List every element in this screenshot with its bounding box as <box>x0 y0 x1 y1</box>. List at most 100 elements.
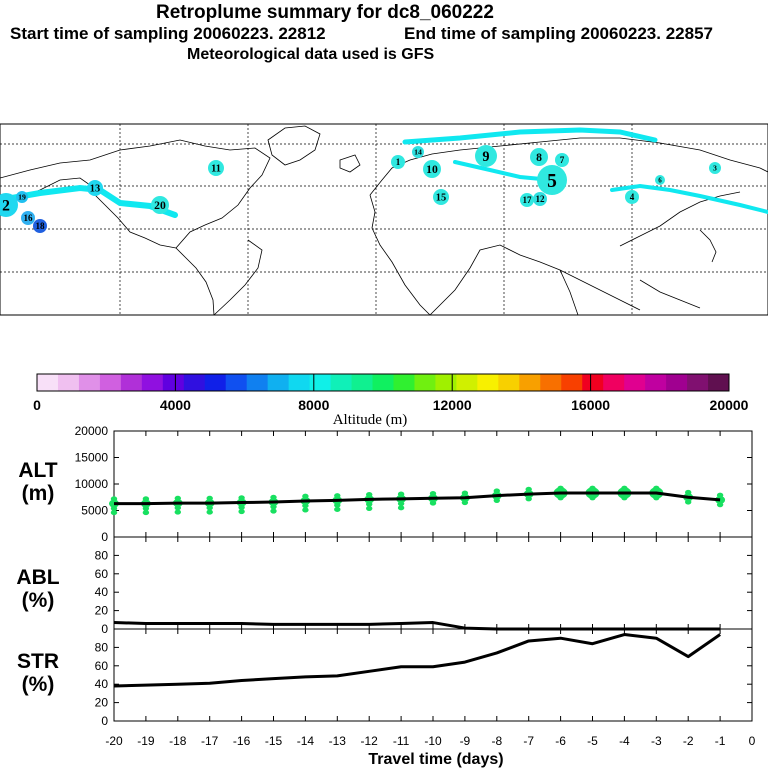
colorbar-frame <box>36 373 730 392</box>
colorbar-tick-label: 8000 <box>298 397 329 413</box>
altitude-dot <box>525 486 532 492</box>
x-tick-label: -14 <box>297 734 315 748</box>
colorbar-cell <box>288 374 311 391</box>
altitude-dot <box>206 505 213 511</box>
map-marker <box>555 153 569 167</box>
y-tick-label: 40 <box>95 585 109 599</box>
altitude-dot <box>397 491 405 497</box>
map-marker <box>709 162 721 174</box>
altitude-dot <box>366 492 373 498</box>
altitude-dot <box>238 509 245 515</box>
map-marker <box>391 155 405 169</box>
colorbar-cell <box>498 374 520 391</box>
colorbar-cell <box>351 374 374 391</box>
panel-alt: 0 5000 10000 15000 20000 <box>75 424 753 544</box>
map-marker-label: 5 <box>547 171 557 192</box>
x-tick-label: -20 <box>105 734 123 748</box>
colorbar-cell <box>687 374 709 391</box>
altitude-dot <box>110 505 118 511</box>
x-tick-label: -12 <box>361 734 379 748</box>
colorbar-tick-label: 16000 <box>571 397 610 413</box>
colorbar-cell <box>414 374 436 391</box>
map-marker-label: 18 <box>35 221 45 231</box>
map-marker <box>16 191 28 203</box>
map-marker-label: 12 <box>535 194 545 204</box>
map-marker-label: 9 <box>482 149 489 165</box>
colorbar-cell <box>645 374 667 391</box>
colorbar-cell <box>99 374 122 391</box>
x-tick-label: -10 <box>424 734 442 748</box>
altitude-dot <box>653 495 660 501</box>
altitude-dot <box>270 508 277 514</box>
colorbar-cell <box>37 374 59 391</box>
altitude-dot <box>366 505 373 511</box>
plot-frame <box>113 430 753 722</box>
x-tick-label: -9 <box>460 734 471 748</box>
map-marker-label: 3 <box>713 164 717 173</box>
x-tick-label: -2 <box>683 734 694 748</box>
altitude-dot <box>270 504 277 510</box>
y-tick-label: 0 <box>101 714 108 728</box>
y-tick-label: 80 <box>95 640 109 654</box>
x-tick-label: -8 <box>491 734 502 748</box>
x-tick-label: -13 <box>329 734 347 748</box>
altitude-dot <box>716 502 724 508</box>
y-tick-label: 80 <box>95 548 109 562</box>
colorbar-cell <box>519 374 541 391</box>
map-marker <box>475 145 497 167</box>
altitude-dot <box>238 504 245 510</box>
map-marker-label: 7 <box>560 155 565 165</box>
altitude-dot <box>302 493 309 499</box>
map-marker <box>87 180 103 196</box>
colorbar-cell <box>162 374 185 391</box>
colorbar-tick-label: 20000 <box>710 397 749 413</box>
altitude-dot <box>110 496 118 502</box>
colorbar-cell <box>225 374 248 391</box>
start-time-label: Start time of sampling 20060223. 22812 <box>10 24 326 43</box>
y-tick-label: 10000 <box>75 477 109 491</box>
colorbar-cell <box>561 374 583 391</box>
x-tick-label: -19 <box>137 734 155 748</box>
altitude-colorbar: 0 4000 8000 12000 16000 20000 Altitude (m) <box>33 373 749 428</box>
colorbar-cell <box>456 374 478 391</box>
map-marker-label: 4 <box>630 192 635 202</box>
altitude-dot <box>334 506 341 512</box>
sampling-times: Start time of sampling 20060223. 22812 E… <box>10 24 768 44</box>
altitude-dot <box>174 509 181 515</box>
y-tick-label: 15000 <box>75 451 109 465</box>
altitude-dot <box>621 485 628 491</box>
map-marker-label: 20 <box>154 199 166 212</box>
map-frame <box>0 123 768 316</box>
x-tick-label: -11 <box>393 734 410 748</box>
altitude-dot <box>493 497 500 503</box>
map-marker <box>625 190 639 204</box>
map-marker <box>655 175 665 185</box>
altitude-dot <box>461 490 469 496</box>
colorbar-cell <box>267 374 290 391</box>
map-marker <box>151 196 169 214</box>
altitude-dot <box>142 505 150 511</box>
panel-str: 0 20 40 60 80 <box>95 629 753 728</box>
abl-panel-name: ABL <box>16 566 59 589</box>
y-tick-label: 40 <box>95 677 109 691</box>
trajectory-map: 2 19 13 16 20 11 57 9 14 12 3 4 6 8 10 17 15 18 1 <box>0 123 768 316</box>
altitude-dot <box>174 495 181 501</box>
colorbar-cell <box>57 374 80 391</box>
map-marker <box>412 146 424 158</box>
colorbar-cell <box>666 374 688 391</box>
altitude-dot <box>429 490 437 497</box>
altitude-dot <box>397 505 405 511</box>
map-marker-label: 19 <box>18 193 26 202</box>
y-tick-label: 0 <box>101 530 108 544</box>
map-marker <box>423 160 441 178</box>
colorbar-cell <box>624 374 646 391</box>
alt-panel-unit: (m) <box>22 482 55 505</box>
map-marker-label: 2 <box>2 197 10 214</box>
map-marker-label: 13 <box>90 184 100 195</box>
colorbar-cell <box>708 374 730 391</box>
colorbar-cell <box>393 374 415 391</box>
panel-abl: 0 20 40 60 80 <box>95 537 753 636</box>
altitude-dot <box>461 499 469 506</box>
end-time-label: End time of sampling 20060223. 22857 <box>404 24 713 43</box>
altitude-dot <box>110 510 118 516</box>
